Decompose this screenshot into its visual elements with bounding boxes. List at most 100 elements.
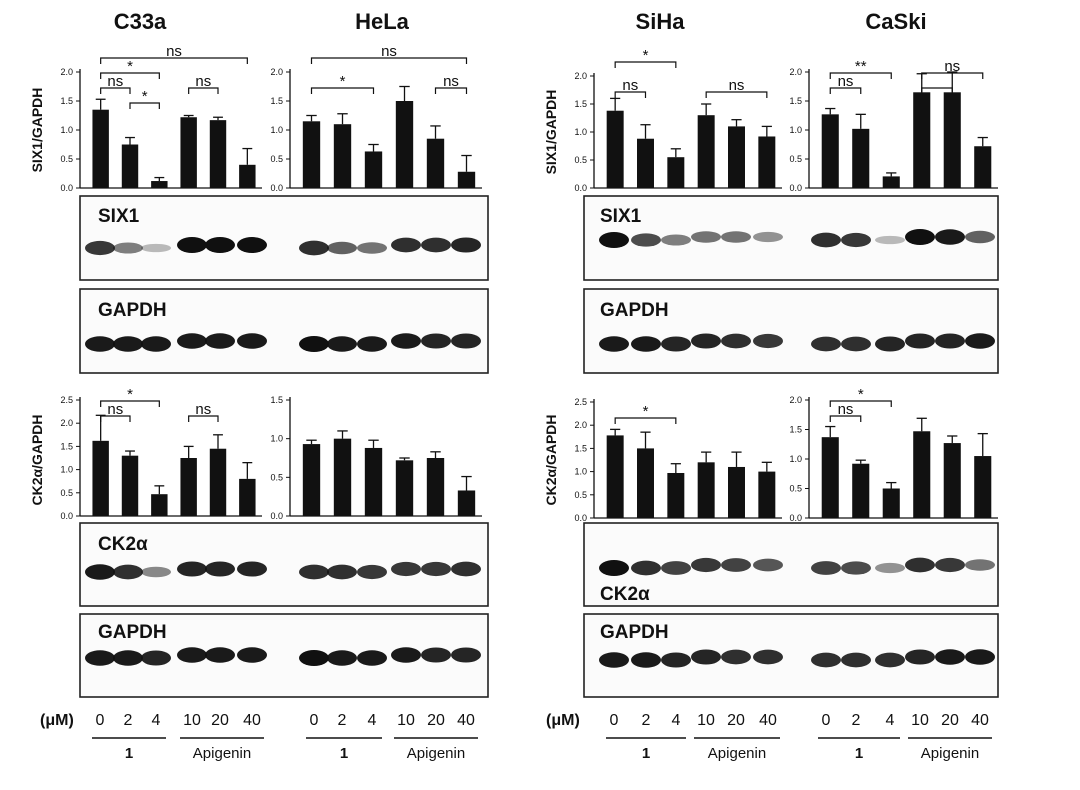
bar-2 xyxy=(333,438,352,516)
western-blots xyxy=(79,195,999,698)
group-label-compound: 1 xyxy=(340,745,348,762)
concentration-label: 4 xyxy=(152,712,161,729)
band-siha-gapdh_bottom-3 xyxy=(691,649,721,665)
band-c33a-ck2a-4 xyxy=(205,561,235,577)
band-hela-ck2a-0 xyxy=(299,564,329,580)
concentration-label: 4 xyxy=(368,712,377,729)
y-tick-label: 1.0 xyxy=(574,467,587,477)
band-caski-six1-0 xyxy=(811,232,841,248)
band-siha-gapdh_top-5 xyxy=(753,333,783,349)
band-siha-ck2a-0 xyxy=(599,560,629,576)
band-caski-gapdh_bottom-3 xyxy=(905,649,935,665)
y-tick-label: 1.5 xyxy=(60,441,73,451)
significance-bracket xyxy=(705,91,768,98)
concentration-label: 2 xyxy=(124,712,133,729)
y-tick-label: 1.0 xyxy=(60,125,73,135)
significance-bracket xyxy=(614,91,647,98)
band-siha-six1-5 xyxy=(753,231,783,243)
group-label-compound: 1 xyxy=(855,745,863,762)
bar-2 xyxy=(637,448,654,518)
y-tick-label: 0.5 xyxy=(60,488,73,498)
band-c33a-gapdh_bottom-1 xyxy=(113,650,143,666)
title-c33a: C33a xyxy=(114,9,167,34)
band-siha-ck2a-2 xyxy=(661,561,691,575)
chart-siha-2: 0.0 0.5 1.0 1.5 2.0 * ns ns xyxy=(574,47,782,193)
significance-label: ns xyxy=(729,77,745,94)
chart-siha-6: 0.0 0.5 1.0 1.5 2.0 2.5 * xyxy=(574,397,782,523)
band-hela-six1-5 xyxy=(451,237,481,253)
band-hela-gapdh_bottom-5 xyxy=(451,647,481,663)
bar-2 xyxy=(333,124,352,188)
band-c33a-gapdh_top-5 xyxy=(237,333,267,349)
blot-label-gapdh-right-top: GAPDH xyxy=(600,300,669,321)
significance-label: ns xyxy=(443,73,459,90)
group-label-apigenin: Apigenin xyxy=(193,745,251,762)
concentration-label: 20 xyxy=(211,712,229,729)
title-siha: SiHa xyxy=(636,9,686,34)
significance-label: ns xyxy=(107,73,123,90)
band-hela-six1-3 xyxy=(391,237,421,253)
band-caski-gapdh_bottom-4 xyxy=(935,649,965,665)
y-tick-label: 0.0 xyxy=(789,183,802,193)
group-label-apigenin: Apigenin xyxy=(407,745,465,762)
band-siha-gapdh_bottom-2 xyxy=(661,652,691,668)
bar-10 xyxy=(395,460,414,516)
band-caski-gapdh_top-5 xyxy=(965,333,995,349)
band-hela-ck2a-1 xyxy=(327,564,357,580)
band-siha-six1-1 xyxy=(631,233,661,247)
band-hela-gapdh_top-2 xyxy=(357,336,387,352)
blot-label-six1-right: SIX1 xyxy=(600,206,642,227)
band-siha-ck2a-3 xyxy=(691,557,721,573)
y-tick-label: 0.5 xyxy=(270,472,283,482)
band-siha-six1-3 xyxy=(691,231,721,243)
bar-2 xyxy=(121,455,139,516)
band-c33a-gapdh_top-0 xyxy=(85,336,115,352)
y-tick-label: 0.0 xyxy=(789,513,802,523)
blot-frame-gapdh_top-right xyxy=(583,288,999,374)
bar-40 xyxy=(974,456,992,518)
band-c33a-gapdh_bottom-0 xyxy=(85,650,115,666)
chart-hela-1: 0.0 0.5 1.0 1.5 2.0 ns * ns xyxy=(270,43,482,193)
blot-frame-gapdh_top-left xyxy=(79,288,489,374)
bar-0 xyxy=(821,114,839,188)
bar-0 xyxy=(92,440,109,516)
bar-40 xyxy=(974,146,992,188)
concentration-label: 20 xyxy=(727,712,745,729)
band-c33a-gapdh_bottom-4 xyxy=(205,647,235,663)
band-siha-gapdh_bottom-5 xyxy=(753,649,783,665)
significance-label: ns xyxy=(622,77,638,94)
band-c33a-gapdh_bottom-3 xyxy=(177,647,207,663)
concentration-label: 10 xyxy=(397,712,415,729)
blot-label-gapdh-right-bottom: GAPDH xyxy=(600,622,669,643)
band-siha-six1-0 xyxy=(599,232,629,248)
band-caski-gapdh_top-2 xyxy=(875,336,905,352)
band-caski-ck2a-0 xyxy=(811,561,841,575)
blot-label-gapdh-left-top: GAPDH xyxy=(98,300,167,321)
concentration-label: 10 xyxy=(911,712,929,729)
bar-40 xyxy=(457,490,476,516)
band-siha-ck2a-5 xyxy=(753,558,783,572)
significance-bracket xyxy=(614,61,677,68)
y-tick-label: 1.0 xyxy=(789,454,802,464)
significance-bracket xyxy=(100,87,131,94)
unit-label-left: (μM) xyxy=(40,712,74,729)
concentration-label: 2 xyxy=(642,712,651,729)
y-tick-label: 2.0 xyxy=(60,67,73,77)
band-caski-ck2a-2 xyxy=(875,562,905,574)
y-tick-label: 2.5 xyxy=(574,397,587,407)
significance-label: ns xyxy=(166,43,182,60)
bar-0 xyxy=(302,444,321,516)
band-hela-ck2a-3 xyxy=(391,561,421,577)
concentration-label: 40 xyxy=(971,712,989,729)
group-label-compound: 1 xyxy=(642,745,650,762)
bar-4 xyxy=(151,181,168,188)
band-caski-gapdh_bottom-1 xyxy=(841,652,871,668)
concentration-label: 40 xyxy=(759,712,777,729)
band-siha-gapdh_top-4 xyxy=(721,333,751,349)
band-siha-ck2a-4 xyxy=(721,558,751,572)
concentration-label: 4 xyxy=(672,712,681,729)
bar-4 xyxy=(151,494,168,516)
band-c33a-gapdh_top-2 xyxy=(141,336,171,352)
